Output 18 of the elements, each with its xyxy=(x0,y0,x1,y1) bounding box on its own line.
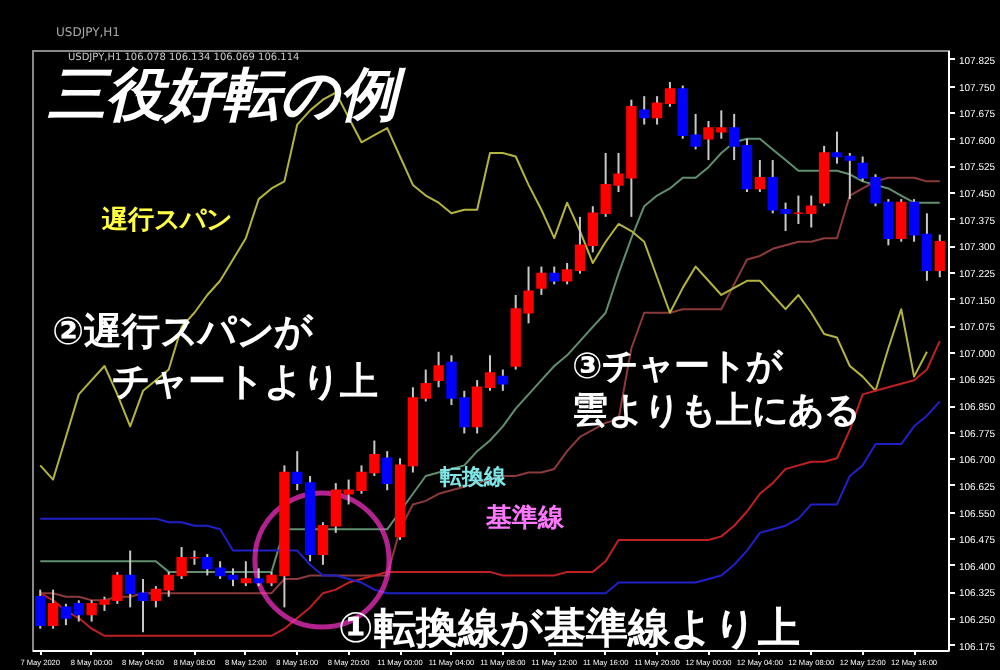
candlestick xyxy=(536,265,547,296)
annotation: ①転換線が基準線より上 xyxy=(338,604,800,652)
chart-title: 三役好転の例 xyxy=(46,60,406,128)
candlestick xyxy=(382,450,393,492)
candlestick xyxy=(47,588,59,630)
candlestick xyxy=(934,233,945,279)
candlestick xyxy=(754,159,766,194)
annotation: 雲よりも上にある xyxy=(572,390,860,432)
annotation: チャートより上 xyxy=(112,360,378,404)
series-label: 基準線 xyxy=(484,504,566,534)
annotation: ③チャートが xyxy=(572,346,785,388)
candlestick xyxy=(433,350,444,389)
candlestick xyxy=(35,588,46,630)
series-label: 遅行スパン xyxy=(100,206,232,236)
candlestick xyxy=(240,560,252,588)
candlestick xyxy=(497,368,509,392)
candlestick xyxy=(639,95,650,126)
candlestick xyxy=(896,198,907,243)
